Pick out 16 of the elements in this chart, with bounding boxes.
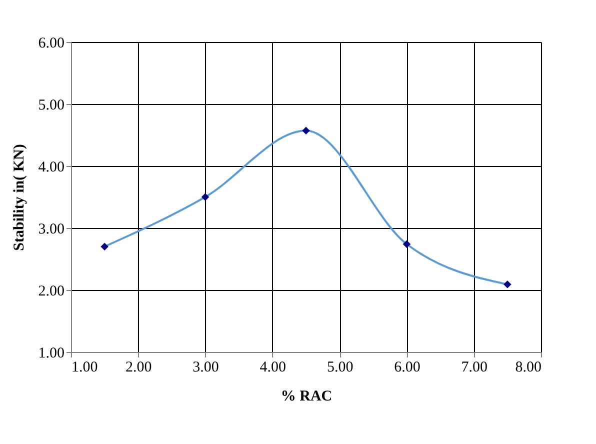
y-tick-label: 3.00 [38,222,64,238]
x-tick-label: 6.00 [394,360,420,376]
y-axis-title: Stability in( KN) [11,144,28,251]
y-tick-label: 1.00 [38,346,64,362]
y-tick-label: 5.00 [38,98,64,114]
x-tick-label: 5.00 [326,360,354,376]
x-tick-label: 8.00 [515,360,542,376]
x-tick-label: 3.00 [192,360,219,376]
x-axis-title: % RAC [280,388,332,404]
x-tick-label: 4.00 [260,360,286,376]
x-tick-label: 7.00 [461,360,488,376]
y-tick-label: 2.00 [38,284,64,300]
y-tick-label: 4.00 [38,160,64,176]
y-tick-label: 6.00 [38,36,64,52]
x-tick-label: 1.00 [72,360,98,376]
x-tick-label: 2.00 [126,360,152,376]
